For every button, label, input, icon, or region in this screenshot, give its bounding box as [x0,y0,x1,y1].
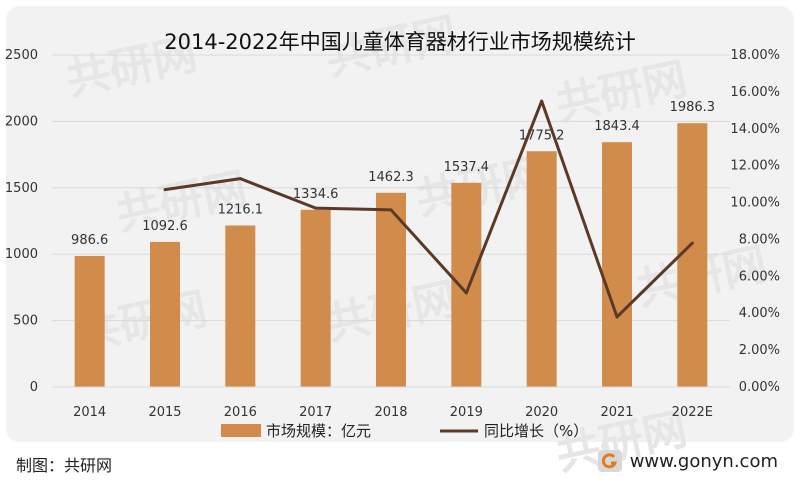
x-axis-tick: 2019 [450,405,483,420]
y-axis-right-tick: 14.00% [730,122,780,137]
x-axis-tick: 2016 [224,405,257,420]
y-axis-right-tick: 16.00% [730,85,780,100]
bar-value-label: 1216.1 [218,203,264,218]
growth-point-2017 [314,206,318,210]
bar-value-label: 1092.6 [142,219,188,234]
website-credit: www.gonyn.com [597,450,778,472]
growth-point-2016 [238,177,242,181]
bar-2015 [150,241,180,387]
growth-point-2019 [464,291,468,295]
bar-value-label: 1537.4 [444,160,490,175]
legend-bar-label: 市场规模：亿元 [266,422,371,440]
source-credit: 制图：共研网 [16,456,113,475]
chart-title: 2014-2022年中国儿童体育器材行业市场规模统计 [164,30,636,54]
bar-2021 [602,142,632,387]
bar-value-label: 1986.3 [670,100,716,115]
legend-line-label: 同比增长（%） [484,422,588,440]
y-axis-left-tick: 1500 [5,181,38,196]
y-axis-right-tick: 6.00% [739,269,780,284]
y-axis-left-tick: 2000 [5,114,38,129]
growth-point-2015 [163,188,167,192]
bar-2020 [526,151,557,387]
bar-value-label: 986.6 [71,233,108,248]
y-axis-right-tick: 18.00% [730,48,780,63]
gonyn-logo-icon [597,450,622,472]
y-axis-right-tick: 12.00% [730,159,780,174]
bar-value-label: 1843.4 [594,119,640,134]
x-axis-tick: 2015 [148,405,181,420]
bar-2014 [74,255,105,387]
x-axis-tick: 2021 [600,405,633,420]
x-axis-tick: 2020 [525,405,558,420]
bar-value-label: 1462.3 [368,170,414,185]
y-axis-right-tick: 10.00% [730,196,780,211]
growth-line [164,99,694,319]
growth-point-2018 [389,208,393,212]
website-url: www.gonyn.com [629,450,778,472]
x-axis-tick: 2017 [299,405,332,420]
bar-2018 [376,192,406,387]
bar-2016 [225,225,256,387]
x-axis-tick: 2014 [73,405,106,420]
growth-point-2021 [615,315,619,319]
growth-point-2020 [540,99,544,103]
y-axis-right-tick: 0.00% [739,380,780,395]
legend-bar-swatch [221,424,261,437]
x-axis-tick: 2022E [672,405,713,420]
y-axis-left-tick: 0 [30,380,38,395]
y-axis-left-tick: 500 [13,314,38,329]
y-axis-right-tick: 4.00% [739,306,780,321]
bar-value-label: 1334.6 [293,187,339,202]
growth-point-2022E [690,241,694,245]
bar-2017 [300,209,331,387]
y-axis-right-tick: 8.00% [739,232,780,247]
y-axis-left-tick: 2500 [5,48,38,63]
x-axis-tick: 2018 [374,405,407,420]
bar-2022E [677,123,708,387]
y-axis-left-tick: 1000 [5,247,38,262]
y-axis-right-tick: 2.00% [739,343,780,358]
bar-2019 [451,182,482,387]
